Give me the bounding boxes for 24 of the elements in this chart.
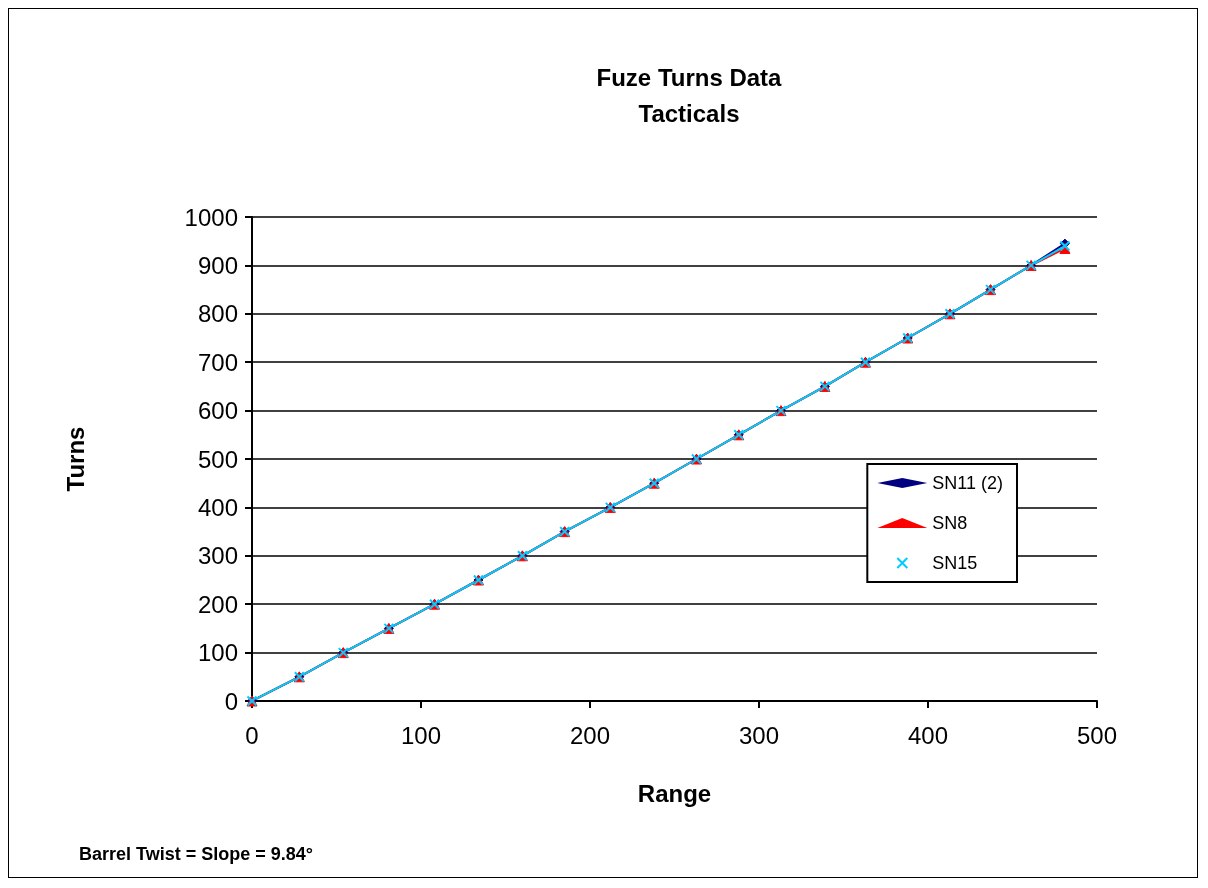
- x-tick-label: 200: [569, 721, 611, 749]
- x-tick-label: 0: [245, 721, 259, 749]
- x-tick-label: 100: [400, 721, 442, 749]
- y-tick-label: 100: [197, 639, 238, 667]
- y-tick-label: 800: [197, 300, 238, 328]
- chart-title: Fuze Turns Data Tacticals: [596, 63, 783, 127]
- x-tick-label: 300: [738, 721, 780, 749]
- y-axis-title: Turns: [61, 426, 89, 492]
- legend-label: SN15: [932, 553, 978, 573]
- y-tick-label: 400: [197, 493, 238, 521]
- y-tick-label: 600: [197, 397, 238, 425]
- legend-label: SN8: [932, 513, 968, 533]
- y-tick-label: 900: [197, 251, 238, 279]
- x-axis-title: Range: [637, 779, 712, 807]
- y-tick-label: 0: [224, 687, 238, 715]
- y-tick-label: 200: [197, 590, 238, 618]
- y-tick-label: 700: [197, 348, 238, 376]
- y-tick-label: 1000: [184, 203, 238, 231]
- legend-label: SN11 (2): [932, 473, 1004, 493]
- text: Barrel Twist = Slope = 9.84°: [79, 844, 313, 864]
- y-tick-label: 500: [197, 445, 238, 473]
- y-tick-label: 300: [197, 542, 238, 570]
- x-tick-label: 500: [1076, 721, 1118, 749]
- x-tick-label: 400: [907, 721, 949, 749]
